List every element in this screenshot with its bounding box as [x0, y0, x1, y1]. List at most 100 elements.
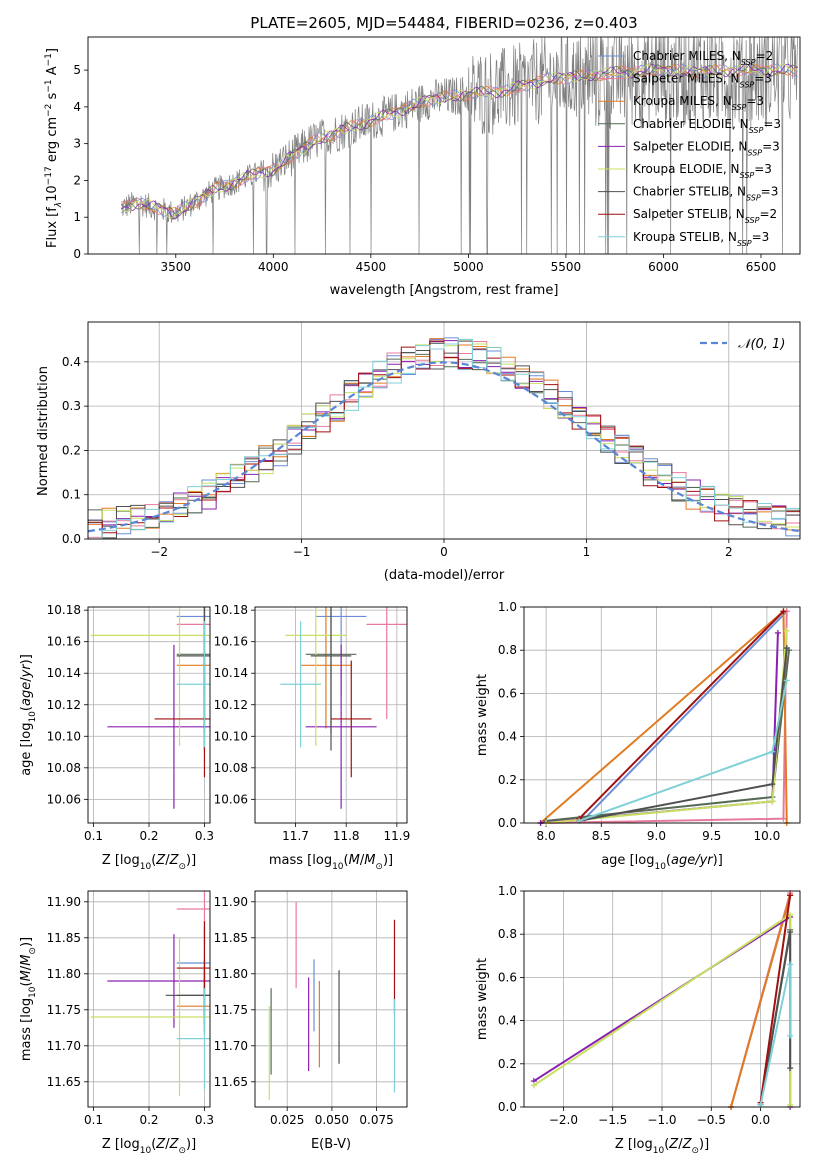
legend-entry: Salpeter ELODIE, NSSP=3 — [633, 139, 780, 157]
y-tick-label: 11.75 — [47, 1003, 81, 1017]
axis-label-part: M — [364, 853, 375, 868]
x-tick-label: 0.2 — [139, 829, 158, 843]
legend-value: =3 — [746, 94, 764, 108]
y-tick-label: 10.14 — [47, 666, 81, 680]
y-tick-label: 3 — [73, 137, 81, 151]
legend-sub: SSP — [747, 148, 762, 157]
axis-label-part: Z — [155, 853, 166, 868]
legend-sub: SSP — [740, 80, 755, 89]
axis-label-part: age — [19, 682, 34, 706]
weight-line — [546, 611, 788, 824]
axis-label-part: M — [19, 970, 34, 981]
legend-value: =3 — [754, 72, 772, 86]
y-tick-label: 11.90 — [47, 895, 81, 909]
x-tick-label: 0 — [440, 545, 448, 559]
axis-label-part: Z — [169, 1137, 180, 1152]
y-tick-label: 0.2 — [498, 1057, 517, 1071]
axis-label-part: Z [log — [102, 853, 140, 868]
axis-label-part: ⊙ — [28, 947, 38, 955]
y-tick-label: 10.14 — [214, 666, 248, 680]
axis-label: mass [log10(M/M⊙)] — [19, 937, 38, 1061]
age-z-panel: 0.1 0.2 0.3 10.06 10.08 10.10 10.12 10.14 10.16 1… — [19, 603, 214, 872]
axis-label-part: / — [165, 853, 170, 868]
y-tick-label: 0 — [73, 247, 81, 261]
x-tick-label: 0.3 — [195, 1113, 214, 1127]
axes-frame — [87, 890, 211, 1108]
observed-spectrum-line — [120, 36, 799, 255]
x-tick-label: −1.5 — [598, 1113, 627, 1127]
axis-label: age [log10(age/yr)] — [19, 654, 38, 776]
x-tick-label: 0.3 — [195, 829, 214, 843]
weight-line — [578, 610, 785, 820]
axis-label-part: ⊙ — [691, 1146, 699, 1156]
legend-text: Chabrier ELODIE, N — [633, 117, 749, 131]
axis-label-part: / — [360, 853, 365, 868]
y-tick-label: 10.18 — [47, 603, 81, 617]
axis-label-part: Z — [668, 1137, 679, 1152]
residual-histogram — [88, 338, 800, 540]
y-tick-label: 1 — [73, 210, 81, 224]
mass-ebv-panel: 0.025 0.050 0.075 11.65 11.70 11.75 11.80 11.85… — [214, 890, 408, 1152]
y-tick-label: 10.06 — [47, 792, 81, 806]
axis-label-part: )] — [713, 853, 723, 868]
model-spectrum-line — [120, 63, 798, 215]
ylabel-part: λ — [54, 202, 64, 208]
axis-label-part: E(B-V) — [311, 1137, 351, 1152]
ylabel-part: −1 — [44, 53, 54, 66]
y-tick-label: 10.16 — [214, 635, 248, 649]
axis-label: mass weight — [475, 674, 490, 756]
legend-text: Kroupa STELIB, N — [633, 230, 737, 244]
normal-distribution-curve — [87, 361, 801, 533]
axes-frame — [87, 36, 801, 255]
y-tick-label: 0.1 — [62, 488, 81, 502]
y-tick-label: 0.4 — [62, 355, 81, 369]
x-tick-label: 0.050 — [315, 1113, 349, 1127]
legend-sub: SSP — [737, 238, 752, 247]
x-tick-label: 9.5 — [702, 829, 721, 843]
spectrum-panel: PLATE=2605, MJD=54484, FIBERID=0236, z=0… — [44, 14, 801, 298]
y-tick-label: 11.80 — [47, 967, 81, 981]
legend-sub: SSP — [741, 58, 756, 67]
axis-label-part: Z [log — [615, 1137, 653, 1152]
x-tick-label: 8.5 — [592, 829, 611, 843]
y-tick-label: 11.75 — [214, 1003, 248, 1017]
axis-label-part: / — [19, 677, 34, 682]
ylabel-part: −1 — [44, 79, 54, 92]
legend-entry: 𝒩(0, 1) — [738, 337, 785, 352]
x-tick-label: −2.0 — [549, 1113, 578, 1127]
y-tick-label: 1.0 — [498, 884, 517, 898]
legend-text: Salpeter STELIB, N — [633, 207, 745, 221]
residual-panel: (data-model)/error Normed distribution −… — [36, 321, 801, 583]
axes-frame — [87, 321, 801, 540]
model-spectrum-line — [120, 63, 798, 217]
y-tick-label: 0.2 — [62, 443, 81, 457]
y-tick-label: 0.3 — [62, 399, 81, 413]
y-tick-label: 10.16 — [47, 635, 81, 649]
ylabel-part: A — [45, 66, 60, 79]
legend-text: Kroupa MILES, N — [633, 94, 732, 108]
y-tick-label: 10.18 — [214, 603, 248, 617]
axis-label: age [log10(age/yr)] — [601, 853, 723, 872]
spectrum-ylabel: Flux [fλ10−17 erg cm−2 s−1 A−1] — [44, 48, 64, 248]
axis-label-part: M — [19, 955, 34, 966]
y-tick-label: 10.10 — [47, 729, 81, 743]
legend-value: =2 — [759, 207, 777, 221]
axes-frame — [254, 890, 408, 1108]
axis-label-part: / — [678, 1137, 683, 1152]
axis-label-part: M — [349, 853, 360, 868]
axis-label-part: ( — [664, 1137, 669, 1152]
axis-label: mass [log10(M/M⊙)] — [269, 853, 393, 872]
legend-text: Chabrier STELIB, N — [633, 185, 746, 199]
legend-value: =2 — [755, 49, 773, 63]
x-tick-label: 6500 — [746, 260, 777, 274]
axis-label-part: mass weight — [475, 674, 490, 756]
x-tick-label: −1.0 — [647, 1113, 676, 1127]
y-tick-label: 2 — [73, 173, 81, 187]
model-spectrum-line — [121, 63, 798, 219]
ylabel-part: s — [45, 92, 60, 103]
x-tick-label: 0.1 — [84, 1113, 103, 1127]
legend-text: Chabrier MILES, N — [633, 49, 741, 63]
legend-entry: Kroupa MILES, NSSP=3 — [633, 94, 764, 112]
x-tick-label: −2 — [150, 545, 168, 559]
x-tick-label: 3500 — [161, 260, 192, 274]
